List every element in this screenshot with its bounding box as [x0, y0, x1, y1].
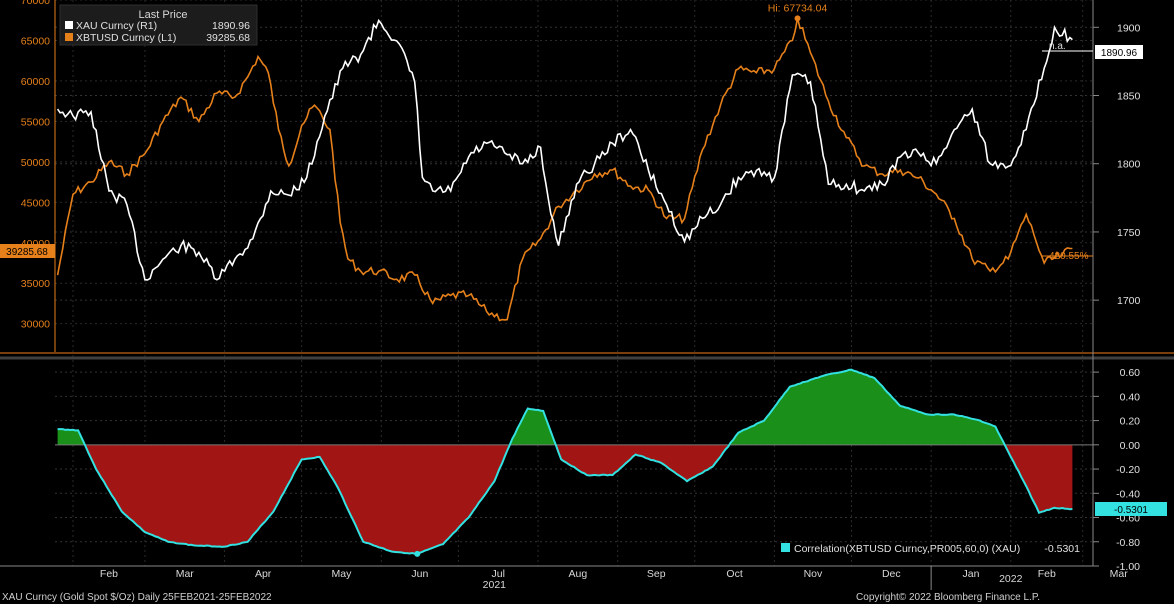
year-label-2022: 2022	[999, 573, 1023, 585]
legend-gold-value: 1890.96	[212, 20, 250, 32]
legend: Last Price XAU Curncy (R1) 1890.96 XBTUS…	[59, 4, 258, 46]
corr-tick-8: -1.00	[1116, 561, 1140, 573]
corr-tick-0: 0.60	[1120, 367, 1141, 379]
corr-tick-2: 0.20	[1120, 416, 1141, 428]
legend-gold-label: XAU Curncy (R1)	[76, 20, 157, 32]
high-marker	[794, 15, 801, 22]
right-tick-4: 1700	[1117, 295, 1141, 307]
corr-tick-3: 0.00	[1120, 440, 1141, 452]
btc-tag-box	[0, 244, 55, 258]
right-tick-2: 1800	[1117, 159, 1141, 171]
top-panel-grid	[55, 0, 1093, 325]
footer-right: Copyright© 2022 Bloomberg Finance L.P.	[856, 592, 1040, 603]
gold-price-line	[56, 18, 1073, 281]
legend-btc-value: 39285.68	[206, 32, 250, 44]
month-label-3: May	[332, 568, 353, 580]
left-tick-5: 45000	[21, 197, 50, 209]
right-tick-1: 1850	[1117, 91, 1141, 103]
left-tick-3: 55000	[21, 116, 50, 128]
correlation-line	[57, 368, 1073, 555]
corr-tick-1: 0.40	[1120, 391, 1141, 403]
legend-btc-label: XBTUSD Curncy (L1)	[76, 32, 176, 44]
right-tick-3: 1750	[1117, 227, 1141, 239]
gold-last-tag: n.a. 1890.96	[1042, 41, 1143, 59]
right-tick-0: 1900	[1117, 22, 1141, 34]
month-label-6: Aug	[569, 568, 588, 580]
correlation-last-tag: -0.5301	[1095, 502, 1167, 516]
btc-pct-label: 420.55%	[1049, 251, 1089, 262]
left-tick-4: 50000	[21, 157, 50, 169]
month-label-4: Jun	[411, 568, 428, 580]
correlation-legend-value: -0.5301	[1044, 543, 1080, 555]
correlation-tag-value: -0.5301	[1114, 505, 1148, 516]
correlation-positive-area	[57, 369, 1073, 445]
legend-box	[59, 4, 258, 46]
gold-tag-box	[1095, 45, 1143, 59]
month-label-7: Sep	[647, 568, 666, 580]
btc-last-tag: 39285.68 420.55%	[0, 244, 1093, 262]
high-label: Hi: 67734.04	[768, 2, 828, 14]
left-tick-1: 65000	[21, 35, 50, 47]
x-axis: Feb Mar Apr May Jun Jul Aug Sep Oct Nov Dec Jan Feb M…	[100, 566, 1128, 591]
legend-btc-swatch	[65, 33, 73, 41]
btc-price-line	[56, 18, 1073, 322]
month-label-9: Nov	[804, 568, 823, 580]
correlation-negative-area	[57, 444, 1073, 554]
month-label-10: Dec	[882, 568, 901, 580]
month-label-5: Jul	[491, 568, 504, 580]
month-label-2: Apr	[255, 568, 272, 580]
legend-title: Last Price	[139, 9, 188, 21]
left-tick-0: 70000	[21, 0, 50, 7]
correlation-legend-swatch	[781, 543, 790, 552]
btc-tag-value: 39285.68	[6, 247, 48, 258]
gold-tag-value: 1890.96	[1101, 48, 1138, 59]
month-label-12: Feb	[1038, 568, 1056, 580]
month-label-0: Feb	[100, 568, 118, 580]
footer-bar	[0, 590, 1174, 604]
corr-tick-4: -0.20	[1116, 464, 1140, 476]
month-label-11: Jan	[962, 568, 979, 580]
gold-tag-note: n.a.	[1049, 41, 1066, 52]
corr-tick-7: -0.80	[1116, 537, 1140, 549]
high-annotation: Hi: 67734.04	[768, 2, 828, 22]
left-tick-7: 35000	[21, 278, 50, 290]
correlation-legend-label: Correlation(XBTUSD Curncy,PR005,60,0) (X…	[794, 543, 1020, 555]
month-label-8: Oct	[726, 568, 742, 580]
correlation-min-marker	[414, 550, 421, 557]
year-label-2021: 2021	[483, 579, 507, 591]
left-axis: 7000065000600005500050000450004000035000…	[21, 0, 50, 331]
footer-left: XAU Curncy (Gold Spot $/Oz) Daily 25FEB2…	[2, 592, 272, 603]
right-axis: 1900 1850 1800 1750 1700	[1093, 22, 1141, 307]
correlation-legend: Correlation(XBTUSD Curncy,PR005,60,0) (X…	[781, 543, 1080, 555]
corr-tick-5: -0.40	[1116, 488, 1140, 500]
month-label-1: Mar	[176, 568, 195, 580]
month-label-13: Mar	[1110, 568, 1129, 580]
correlation-tag-box	[1095, 502, 1167, 516]
legend-gold-swatch	[65, 21, 73, 29]
left-tick-2: 60000	[21, 76, 50, 88]
left-tick-8: 30000	[21, 319, 50, 331]
